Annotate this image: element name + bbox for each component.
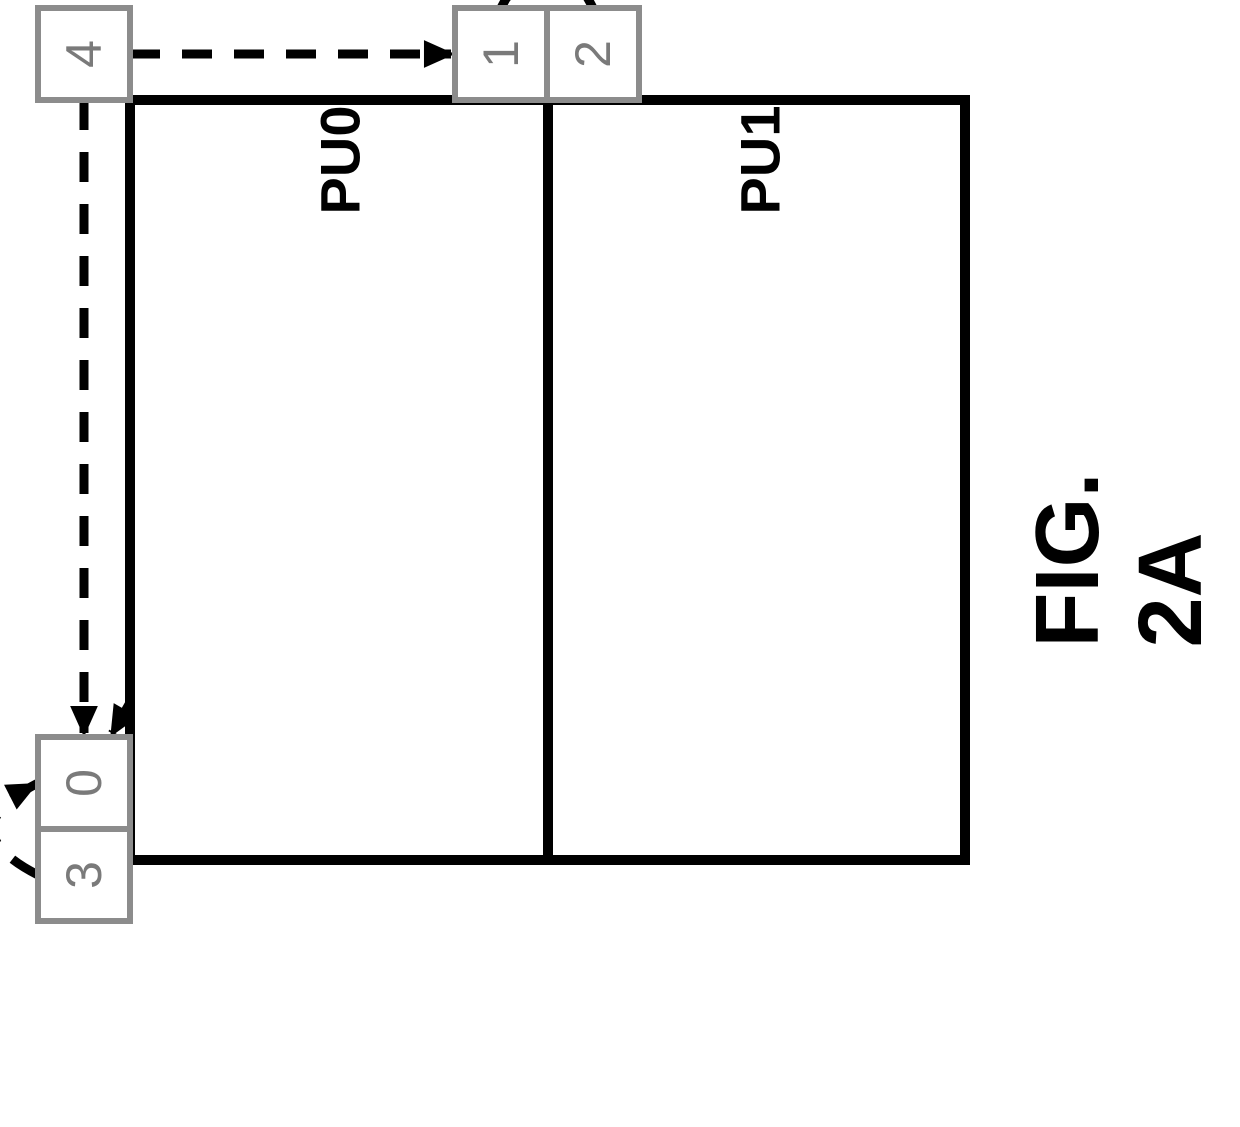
svg-text:PU0: PU0 (309, 106, 372, 215)
box-layer (38, 8, 965, 921)
node-label-2: 2 (565, 40, 621, 68)
node-label-1: 1 (473, 40, 529, 68)
node-label-4: 4 (56, 40, 112, 68)
arrow-head (70, 706, 98, 737)
arrow-head (424, 40, 455, 68)
pu0-label: PU0 (309, 106, 372, 215)
svg-text:4: 4 (56, 40, 112, 68)
svg-text:1: 1 (473, 40, 529, 68)
svg-text:PU1: PU1 (729, 106, 792, 215)
svg-text:0: 0 (56, 769, 112, 797)
arrow-head (4, 783, 38, 809)
node-label-0: 0 (56, 769, 112, 797)
svg-text:2: 2 (565, 40, 621, 68)
svg-text:3: 3 (56, 861, 112, 889)
figure-canvas: PU0 PU1 0 1 2 3 4 FIG. 2A (0, 0, 1240, 1127)
node-label-3: 3 (56, 861, 112, 889)
figure-caption: FIG. 2A (1017, 473, 1223, 648)
pu1-label: PU1 (729, 106, 792, 215)
